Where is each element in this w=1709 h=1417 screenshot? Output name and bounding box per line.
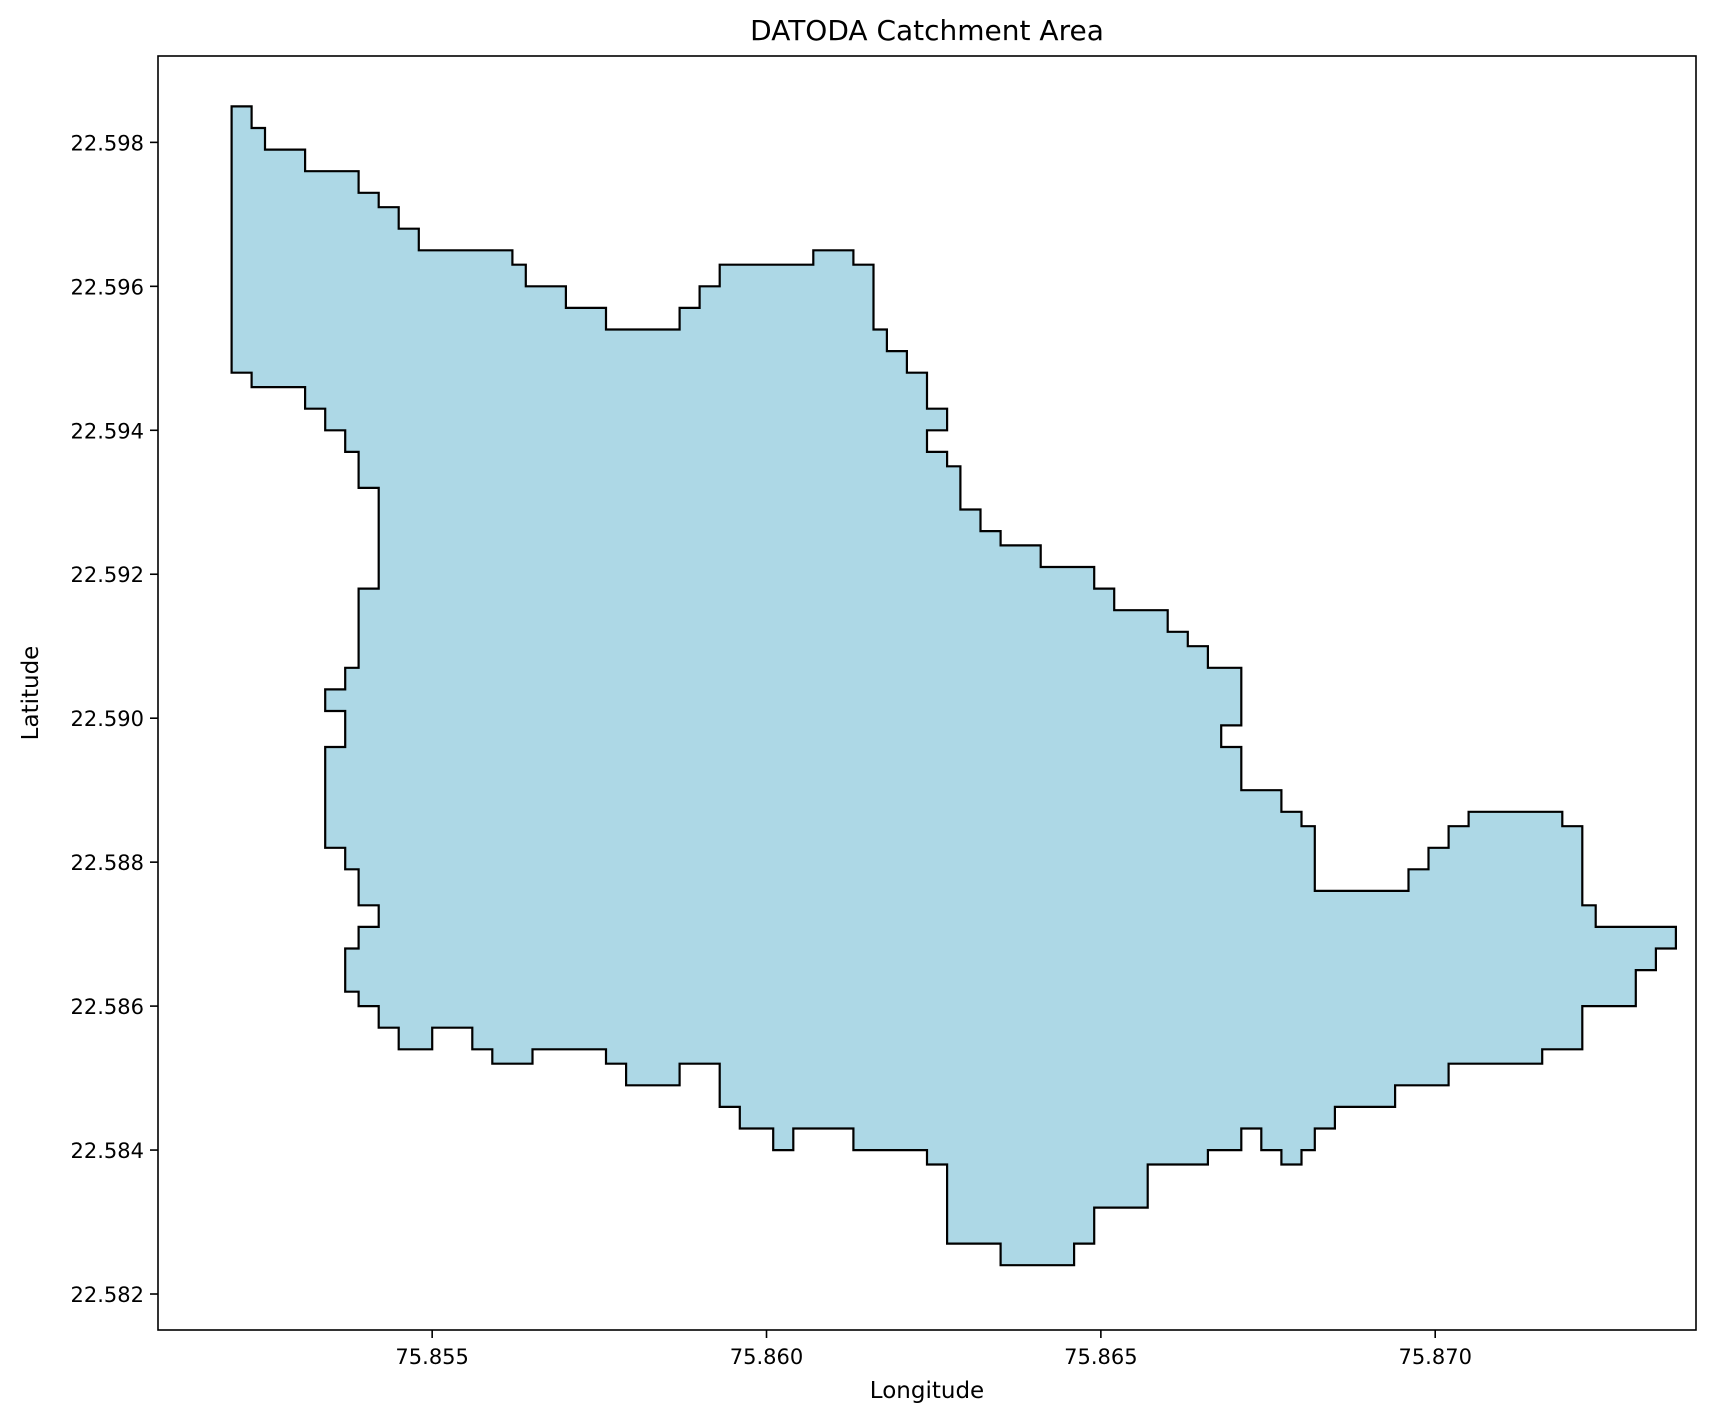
y-tick-label: 22.594 bbox=[71, 419, 144, 443]
y-axis: 22.582 22.584 22.586 22.588 22.590 22.592 22.5… bbox=[71, 131, 158, 1307]
x-tick-label: 75.860 bbox=[730, 1345, 803, 1369]
y-tick-label: 22.596 bbox=[71, 275, 144, 299]
x-tick-label: 75.855 bbox=[395, 1345, 468, 1369]
x-tick-label: 75.870 bbox=[1398, 1345, 1471, 1369]
y-tick-label: 22.586 bbox=[71, 995, 144, 1019]
chart-title: DATODA Catchment Area bbox=[750, 14, 1104, 47]
x-axis-title: Longitude bbox=[870, 1378, 984, 1404]
y-axis-title: Latitude bbox=[18, 646, 44, 741]
y-tick-label: 22.584 bbox=[71, 1139, 144, 1163]
y-tick-label: 22.590 bbox=[71, 707, 144, 731]
y-tick-label: 22.598 bbox=[71, 131, 144, 155]
axes-frame bbox=[157, 55, 1697, 1331]
x-tick-label: 75.865 bbox=[1064, 1345, 1137, 1369]
plot-area bbox=[230, 105, 1678, 1267]
y-tick-label: 22.592 bbox=[71, 563, 144, 587]
catchment-polygon bbox=[230, 105, 1678, 1267]
y-tick-label: 22.588 bbox=[71, 851, 144, 875]
y-tick-label: 22.582 bbox=[71, 1283, 144, 1307]
x-axis: 75.855 75.860 75.865 75.870 bbox=[395, 1330, 1472, 1369]
